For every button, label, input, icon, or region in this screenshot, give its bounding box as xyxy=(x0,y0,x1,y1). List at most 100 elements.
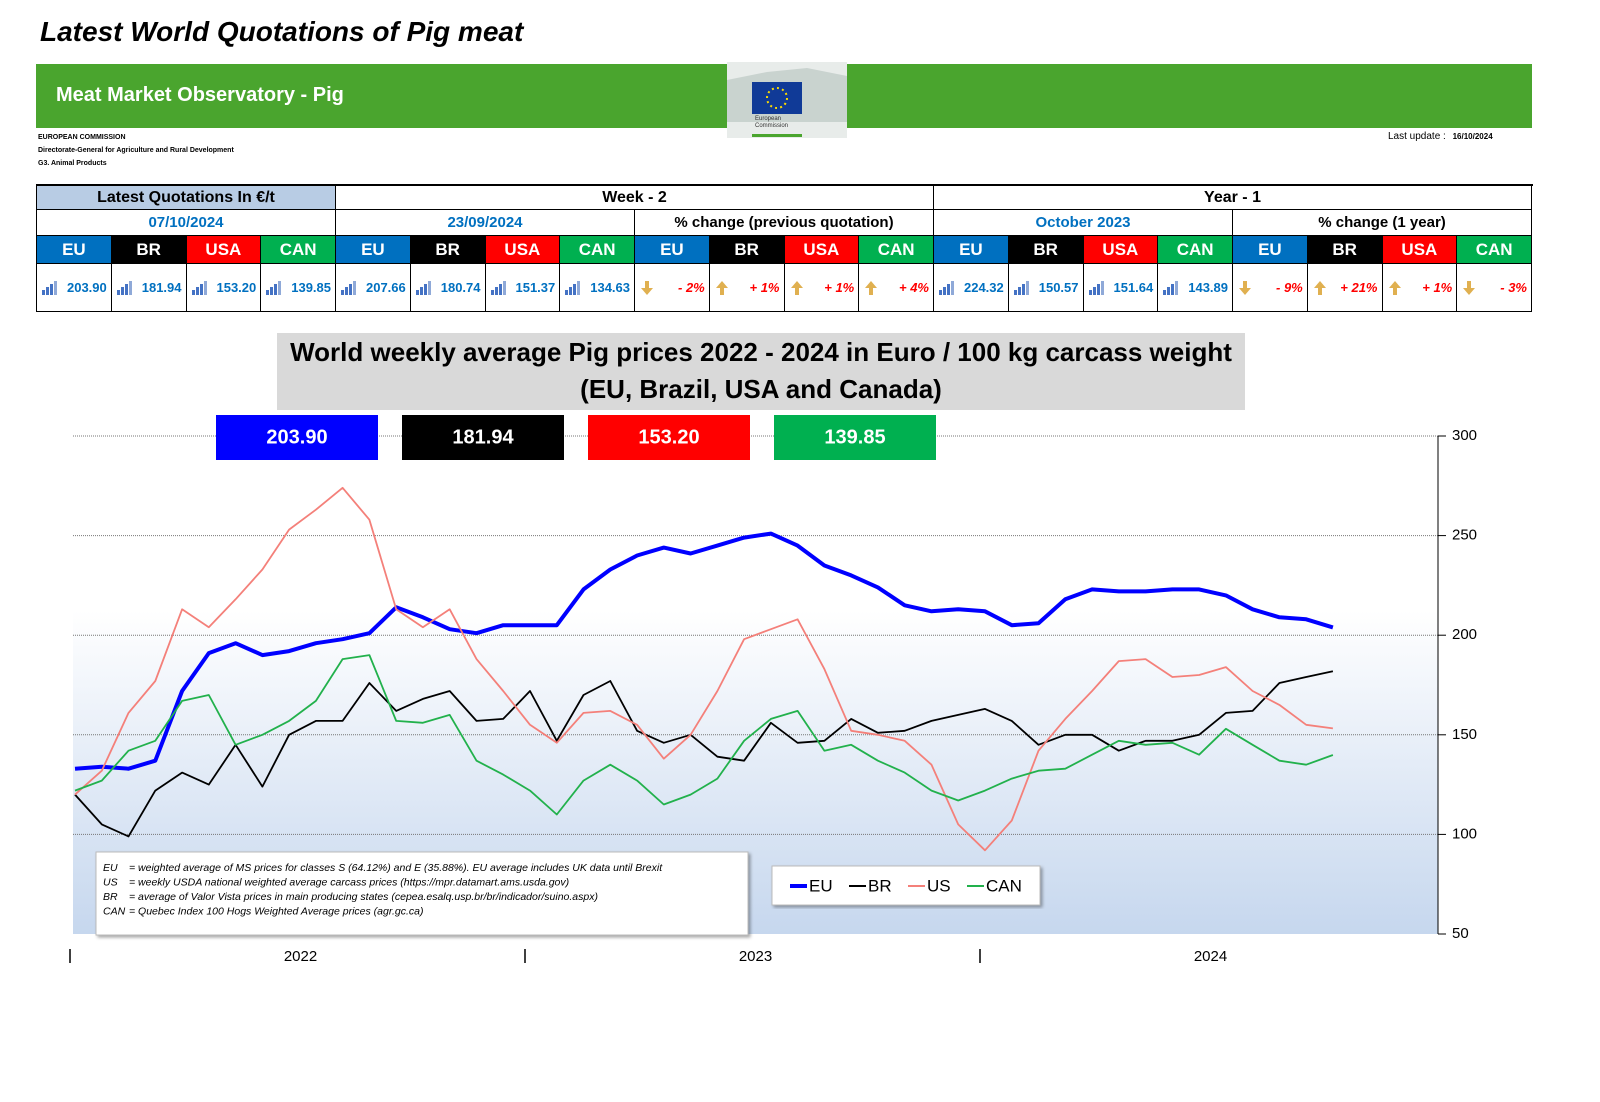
series-line xyxy=(74,486,1334,852)
bar-icon xyxy=(939,280,954,295)
note-text: = weekly USDA national weighted average … xyxy=(129,876,569,888)
latest-box-label: 203.90 xyxy=(266,426,327,448)
price-value: 150.57 xyxy=(1038,280,1079,295)
latest-box xyxy=(402,415,564,460)
y-tick-label: 250 xyxy=(1452,527,1477,544)
latest-box-label: 139.85 xyxy=(824,426,885,448)
x-tick-label: 2023 xyxy=(739,948,772,965)
country-header: CAN xyxy=(1158,236,1233,264)
plot-background xyxy=(73,436,1438,934)
country-header: USA xyxy=(1382,236,1458,264)
legend-label: CAN xyxy=(986,876,1022,895)
price-value: 151.64 xyxy=(1113,280,1154,295)
legend-box xyxy=(771,865,1041,906)
country-header: CAN xyxy=(560,236,635,264)
note-text: = weighted average of MS prices for clas… xyxy=(129,862,663,874)
trend-icon xyxy=(1239,280,1251,295)
section-header: Latest Quotations In €/t xyxy=(37,186,336,210)
legend-label: BR xyxy=(868,876,892,895)
price-value: 203.90 xyxy=(66,280,107,295)
logo-line: Commission xyxy=(755,123,789,129)
block-header: 07/10/2024 xyxy=(37,210,336,236)
note-key: CAN xyxy=(103,905,126,917)
block-header: % change (1 year) xyxy=(1233,210,1532,236)
y-tick-label: 200 xyxy=(1452,626,1477,643)
price-value: 207.66 xyxy=(365,280,406,295)
trend-icon xyxy=(1313,280,1326,295)
block-header: October 2023 xyxy=(934,210,1233,236)
country-header: BR xyxy=(1307,236,1383,264)
price-cell: 153.20 xyxy=(186,264,262,312)
country-header: BR xyxy=(1008,236,1084,264)
latest-box xyxy=(774,415,936,460)
country-header: EU xyxy=(336,236,411,264)
y-tick-label: 100 xyxy=(1452,825,1477,842)
org-line: Directorate-General for Agriculture and … xyxy=(38,147,234,154)
country-header: CAN xyxy=(261,236,336,264)
chart-title-box xyxy=(277,333,1245,410)
last-update: Last update : 16/10/2024 xyxy=(1388,131,1493,142)
price-cell: 139.85 xyxy=(261,264,336,312)
org-line: EUROPEAN COMMISSION xyxy=(38,134,126,141)
logo-bar xyxy=(752,134,802,137)
series-line xyxy=(74,531,1334,771)
change-cell: + 1% xyxy=(1382,264,1458,312)
change-value: - 2% xyxy=(678,280,705,295)
trend-icon xyxy=(790,280,803,295)
quotation-table: Latest Quotations In €/t 07/10/2024 EU 203.… xyxy=(36,184,1533,312)
price-cell: 181.94 xyxy=(111,264,187,312)
banner-title: Meat Market Observatory - Pig xyxy=(56,84,344,106)
y-tick-label: 150 xyxy=(1452,726,1477,743)
change-cell: + 4% xyxy=(859,264,934,312)
change-value: + 1% xyxy=(749,280,780,295)
country-header: BR xyxy=(111,236,187,264)
bar-icon xyxy=(1013,280,1029,295)
change-value: + 4% xyxy=(899,280,929,295)
trend-icon xyxy=(1388,280,1401,295)
price-cell: 143.89 xyxy=(1158,264,1233,312)
price-value: 153.20 xyxy=(216,280,257,295)
last-update-date: 16/10/2024 xyxy=(1452,132,1493,141)
legend-label: EU xyxy=(809,876,833,895)
change-value: - 3% xyxy=(1500,280,1527,295)
price-value: 139.85 xyxy=(291,280,331,295)
price-value: 224.32 xyxy=(963,280,1004,295)
bar-icon xyxy=(1163,280,1179,295)
price-value: 151.37 xyxy=(515,280,556,295)
section-header: Week - 2 xyxy=(336,186,934,210)
block-header: % change (previous quotation) xyxy=(635,210,934,236)
x-tick-label: 2022 xyxy=(284,948,317,965)
page-title: Latest World Quotations of Pig meat xyxy=(40,16,524,47)
country-header: EU xyxy=(1233,236,1308,264)
note-key: EU xyxy=(103,862,118,874)
country-header: USA xyxy=(485,236,561,264)
y-tick-label: 300 xyxy=(1452,427,1477,444)
price-value: 180.74 xyxy=(440,280,481,295)
trend-icon xyxy=(865,280,878,295)
eu-stars xyxy=(766,87,788,109)
latest-box xyxy=(588,415,750,460)
org-line: G3. Animal Products xyxy=(38,160,107,167)
country-header: EU xyxy=(934,236,1009,264)
legend-label: US xyxy=(927,876,951,895)
country-header: USA xyxy=(1083,236,1159,264)
price-value: 181.94 xyxy=(141,280,182,295)
change-value: + 1% xyxy=(824,280,855,295)
section-header: Year - 1 xyxy=(934,186,1532,210)
country-header: USA xyxy=(784,236,860,264)
price-value: 134.63 xyxy=(590,280,630,295)
country-header: CAN xyxy=(859,236,934,264)
price-cell: 203.90 xyxy=(37,264,112,312)
trend-icon xyxy=(715,280,728,295)
change-cell: - 3% xyxy=(1457,264,1532,312)
bar-icon xyxy=(341,280,356,295)
logo-line: European xyxy=(755,116,782,122)
country-header: USA xyxy=(186,236,262,264)
y-tick-label: 50 xyxy=(1452,925,1469,942)
series-line xyxy=(74,670,1334,838)
price-cell: 151.64 xyxy=(1083,264,1159,312)
trend-icon xyxy=(641,280,653,295)
chart-subtitle: (EU, Brazil, USA and Canada) xyxy=(580,374,942,404)
